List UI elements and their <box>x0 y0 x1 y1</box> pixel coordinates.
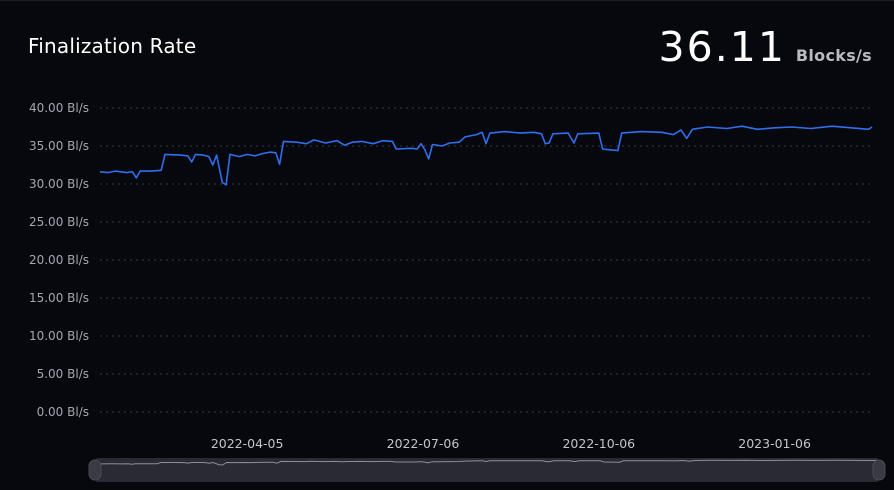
x-tick-label: 2022-07-06 <box>387 436 460 451</box>
y-tick-label: 15.00 Bl/s <box>29 291 89 305</box>
y-tick-label: 30.00 Bl/s <box>29 177 89 191</box>
y-tick-label: 5.00 Bl/s <box>37 367 89 381</box>
x-tick-label: 2022-10-06 <box>562 436 635 451</box>
y-tick-label: 10.00 Bl/s <box>29 329 89 343</box>
grid-lines <box>100 107 874 413</box>
x-axis-ticks: 2022-04-05 2022-07-06 2022-10-06 2023-01-06 <box>211 436 811 451</box>
chart-title: Finalization Rate <box>28 34 197 58</box>
y-tick-label: 25.00 Bl/s <box>29 215 89 229</box>
series-layer <box>99 125 873 186</box>
x-tick-label: 2023-01-06 <box>738 436 811 451</box>
y-tick-label: 35.00 Bl/s <box>29 139 89 153</box>
series-line <box>99 125 873 186</box>
current-value-number: 36.11 <box>658 23 786 71</box>
slider-handle-left[interactable] <box>88 459 102 481</box>
y-tick-label: 40.00 Bl/s <box>29 101 89 115</box>
y-tick-label: 0.00 Bl/s <box>37 405 89 419</box>
slider-track[interactable] <box>95 458 879 482</box>
current-value: 36.11 Blocks/s <box>659 23 872 71</box>
slider-preview-line <box>94 459 878 466</box>
y-tick-label: 20.00 Bl/s <box>29 253 89 267</box>
y-axis-ticks: 0.00 Bl/s 5.00 Bl/s 10.00 Bl/s 15.00 Bl/s 20… <box>29 101 89 419</box>
range-slider[interactable] <box>88 458 886 482</box>
x-tick-label: 2022-04-05 <box>211 436 284 451</box>
slider-handle-right[interactable] <box>872 459 886 481</box>
current-value-unit: Blocks/s <box>795 46 872 65</box>
